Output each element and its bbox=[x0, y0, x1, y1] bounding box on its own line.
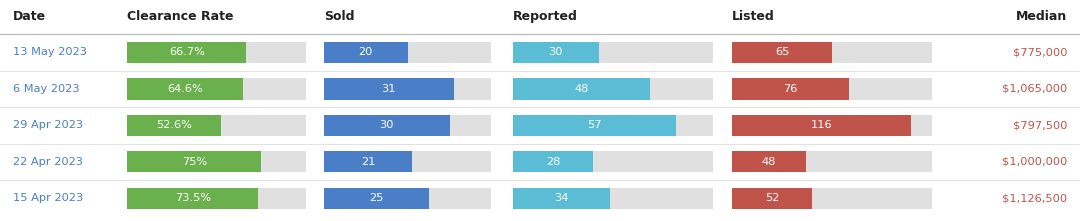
Bar bbox=[324, 78, 491, 99]
Bar bbox=[513, 151, 713, 172]
Bar bbox=[127, 78, 243, 99]
Bar bbox=[324, 151, 411, 172]
Text: Listed: Listed bbox=[732, 10, 775, 23]
Bar bbox=[513, 188, 713, 209]
Text: Sold: Sold bbox=[324, 10, 354, 23]
Bar bbox=[732, 78, 932, 99]
Text: 64.6%: 64.6% bbox=[167, 84, 203, 94]
Bar bbox=[732, 115, 910, 136]
Text: 22 Apr 2023: 22 Apr 2023 bbox=[13, 157, 83, 167]
Text: Median: Median bbox=[1016, 10, 1067, 23]
Bar bbox=[127, 151, 261, 172]
Bar bbox=[732, 151, 806, 172]
Bar bbox=[732, 115, 932, 136]
Text: 15 Apr 2023: 15 Apr 2023 bbox=[13, 193, 83, 203]
Text: 48: 48 bbox=[761, 157, 777, 167]
Bar bbox=[127, 188, 258, 209]
Bar bbox=[732, 188, 812, 209]
Text: 57: 57 bbox=[588, 120, 602, 130]
Text: 65: 65 bbox=[775, 48, 789, 57]
Text: Date: Date bbox=[13, 10, 46, 23]
Text: $1,065,000: $1,065,000 bbox=[1002, 84, 1067, 94]
Bar bbox=[324, 42, 491, 63]
Bar bbox=[732, 78, 849, 99]
Text: $1,126,500: $1,126,500 bbox=[1002, 193, 1067, 203]
Text: 30: 30 bbox=[549, 48, 563, 57]
Bar bbox=[127, 188, 306, 209]
Bar bbox=[513, 42, 713, 63]
Bar bbox=[127, 115, 221, 136]
Text: 66.7%: 66.7% bbox=[168, 48, 205, 57]
Bar bbox=[127, 115, 306, 136]
Bar bbox=[324, 115, 449, 136]
Text: 52: 52 bbox=[765, 193, 780, 203]
Text: 34: 34 bbox=[554, 193, 569, 203]
Bar bbox=[324, 188, 429, 209]
Bar bbox=[324, 115, 491, 136]
Text: Reported: Reported bbox=[513, 10, 578, 23]
Text: 30: 30 bbox=[379, 120, 394, 130]
Text: 48: 48 bbox=[575, 84, 589, 94]
Bar bbox=[324, 188, 491, 209]
Bar bbox=[513, 42, 598, 63]
Bar bbox=[324, 78, 454, 99]
Text: 28: 28 bbox=[545, 157, 561, 167]
Text: 116: 116 bbox=[811, 120, 833, 130]
Bar bbox=[513, 78, 650, 99]
Bar bbox=[732, 188, 932, 209]
Text: 6 May 2023: 6 May 2023 bbox=[13, 84, 80, 94]
Bar bbox=[732, 42, 833, 63]
Text: $1,000,000: $1,000,000 bbox=[1001, 157, 1067, 167]
Text: 29 Apr 2023: 29 Apr 2023 bbox=[13, 120, 83, 130]
Bar bbox=[513, 115, 713, 136]
Text: 76: 76 bbox=[783, 84, 798, 94]
Text: $775,000: $775,000 bbox=[1013, 48, 1067, 57]
Text: 13 May 2023: 13 May 2023 bbox=[13, 48, 87, 57]
Bar bbox=[732, 151, 932, 172]
Text: 31: 31 bbox=[381, 84, 396, 94]
Bar bbox=[513, 151, 593, 172]
Text: 21: 21 bbox=[361, 157, 375, 167]
Bar bbox=[732, 42, 932, 63]
Bar bbox=[127, 151, 306, 172]
Bar bbox=[513, 188, 610, 209]
Bar bbox=[324, 151, 491, 172]
Text: $797,500: $797,500 bbox=[1013, 120, 1067, 130]
Bar bbox=[127, 78, 306, 99]
Bar bbox=[127, 42, 246, 63]
Text: 52.6%: 52.6% bbox=[157, 120, 192, 130]
Text: Clearance Rate: Clearance Rate bbox=[127, 10, 234, 23]
Bar bbox=[324, 42, 408, 63]
Text: 25: 25 bbox=[369, 193, 383, 203]
Text: 20: 20 bbox=[359, 48, 373, 57]
Bar bbox=[513, 78, 713, 99]
Bar bbox=[127, 42, 306, 63]
Bar bbox=[513, 115, 676, 136]
Text: 75%: 75% bbox=[181, 157, 207, 167]
Text: 73.5%: 73.5% bbox=[175, 193, 211, 203]
